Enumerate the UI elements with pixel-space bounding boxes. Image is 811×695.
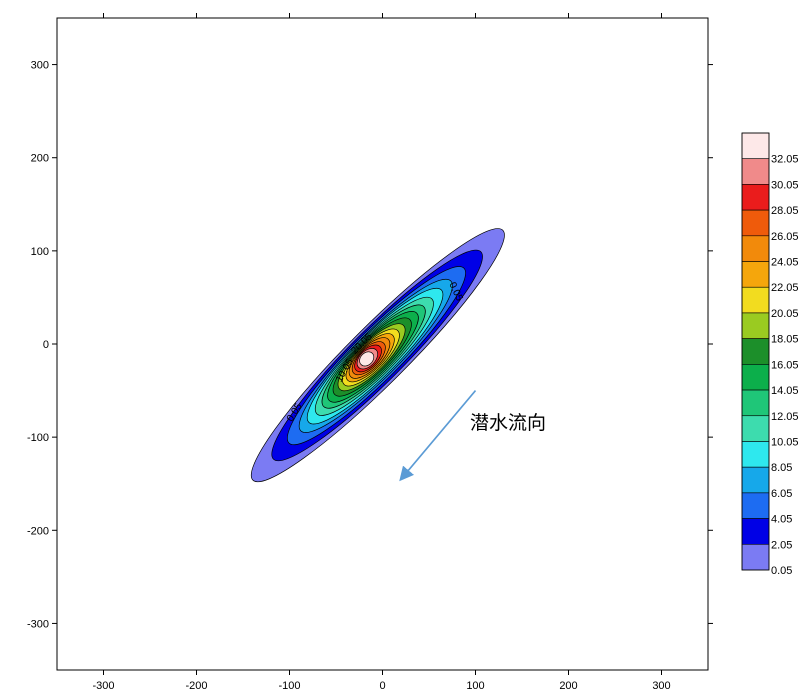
legend-swatch-0-05 — [741, 543, 770, 571]
y-tick-label: 300 — [31, 60, 49, 72]
legend-label: 20.05 — [771, 308, 799, 320]
y-tick-label: 100 — [31, 246, 49, 258]
legend-swatch-24-05 — [741, 235, 770, 262]
legend-label: 4.05 — [771, 514, 792, 526]
y-tick-label: 200 — [31, 153, 49, 165]
legend-swatch-6-05 — [741, 466, 770, 494]
flow-arrow-line — [399, 390, 477, 482]
y-tick-label: 0 — [43, 339, 49, 351]
legend-swatch-12-05 — [741, 389, 770, 417]
legend-border — [741, 132, 770, 571]
legend-swatch-28-05 — [741, 184, 770, 211]
flow-direction-label: 潜水流向 — [470, 412, 547, 434]
x-tick-label: -200 — [185, 680, 207, 692]
legend-swatch-18-05 — [741, 312, 770, 339]
legend-label: 24.05 — [771, 257, 799, 269]
legend-label: 12.05 — [771, 411, 799, 423]
legend-label: 26.05 — [771, 231, 799, 243]
legend-label: 0.05 — [771, 565, 792, 577]
legend-label: 32.05 — [771, 154, 799, 166]
x-axis: -300 -200 -100 0 100 200 300 — [92, 13, 671, 692]
legend-swatch-32-05 — [741, 132, 770, 160]
legend-label: 14.05 — [771, 385, 799, 397]
legend-swatch-26-05 — [741, 209, 770, 237]
x-tick-label: 100 — [466, 680, 484, 692]
x-tick-label: 0 — [379, 680, 385, 692]
legend-label: 6.05 — [771, 488, 792, 500]
contour-level-32-05 — [359, 351, 375, 367]
x-tick-label: 200 — [559, 680, 577, 692]
y-tick-label: -200 — [27, 525, 49, 537]
y-axis: -300 -200 -100 0 100 200 300 — [27, 60, 713, 630]
legend-label: 10.05 — [771, 436, 799, 448]
plume-contours — [250, 228, 505, 483]
legend-label: 16.05 — [771, 359, 799, 371]
legend-swatch-14-05 — [741, 364, 770, 391]
legend-swatch-10-05 — [741, 415, 770, 442]
color-legend: 32.05 30.05 28.05 26.05 24.05 22.05 20.05 18.05… — [741, 132, 799, 577]
y-tick-label: -100 — [27, 432, 49, 444]
legend-swatch-22-05 — [741, 261, 770, 288]
legend-label: 18.05 — [771, 334, 799, 346]
x-tick-label: -300 — [92, 680, 114, 692]
flow-arrow — [399, 390, 477, 482]
legend-swatch-16-05 — [741, 338, 770, 365]
x-tick-label: 300 — [652, 680, 670, 692]
legend-label: 30.05 — [771, 179, 799, 191]
legend-swatch-4-05 — [741, 492, 770, 519]
legend-label: 2.05 — [771, 539, 792, 551]
legend-swatch-8-05 — [741, 441, 770, 468]
legend-swatch-2-05 — [741, 518, 770, 545]
legend-label: 22.05 — [771, 282, 799, 294]
legend-label: 8.05 — [771, 462, 792, 474]
legend-label: 28.05 — [771, 205, 799, 217]
legend-swatch-20-05 — [741, 286, 770, 314]
legend-swatch-30-05 — [741, 158, 770, 185]
x-tick-label: -100 — [278, 680, 300, 692]
y-tick-label: -300 — [27, 618, 49, 630]
